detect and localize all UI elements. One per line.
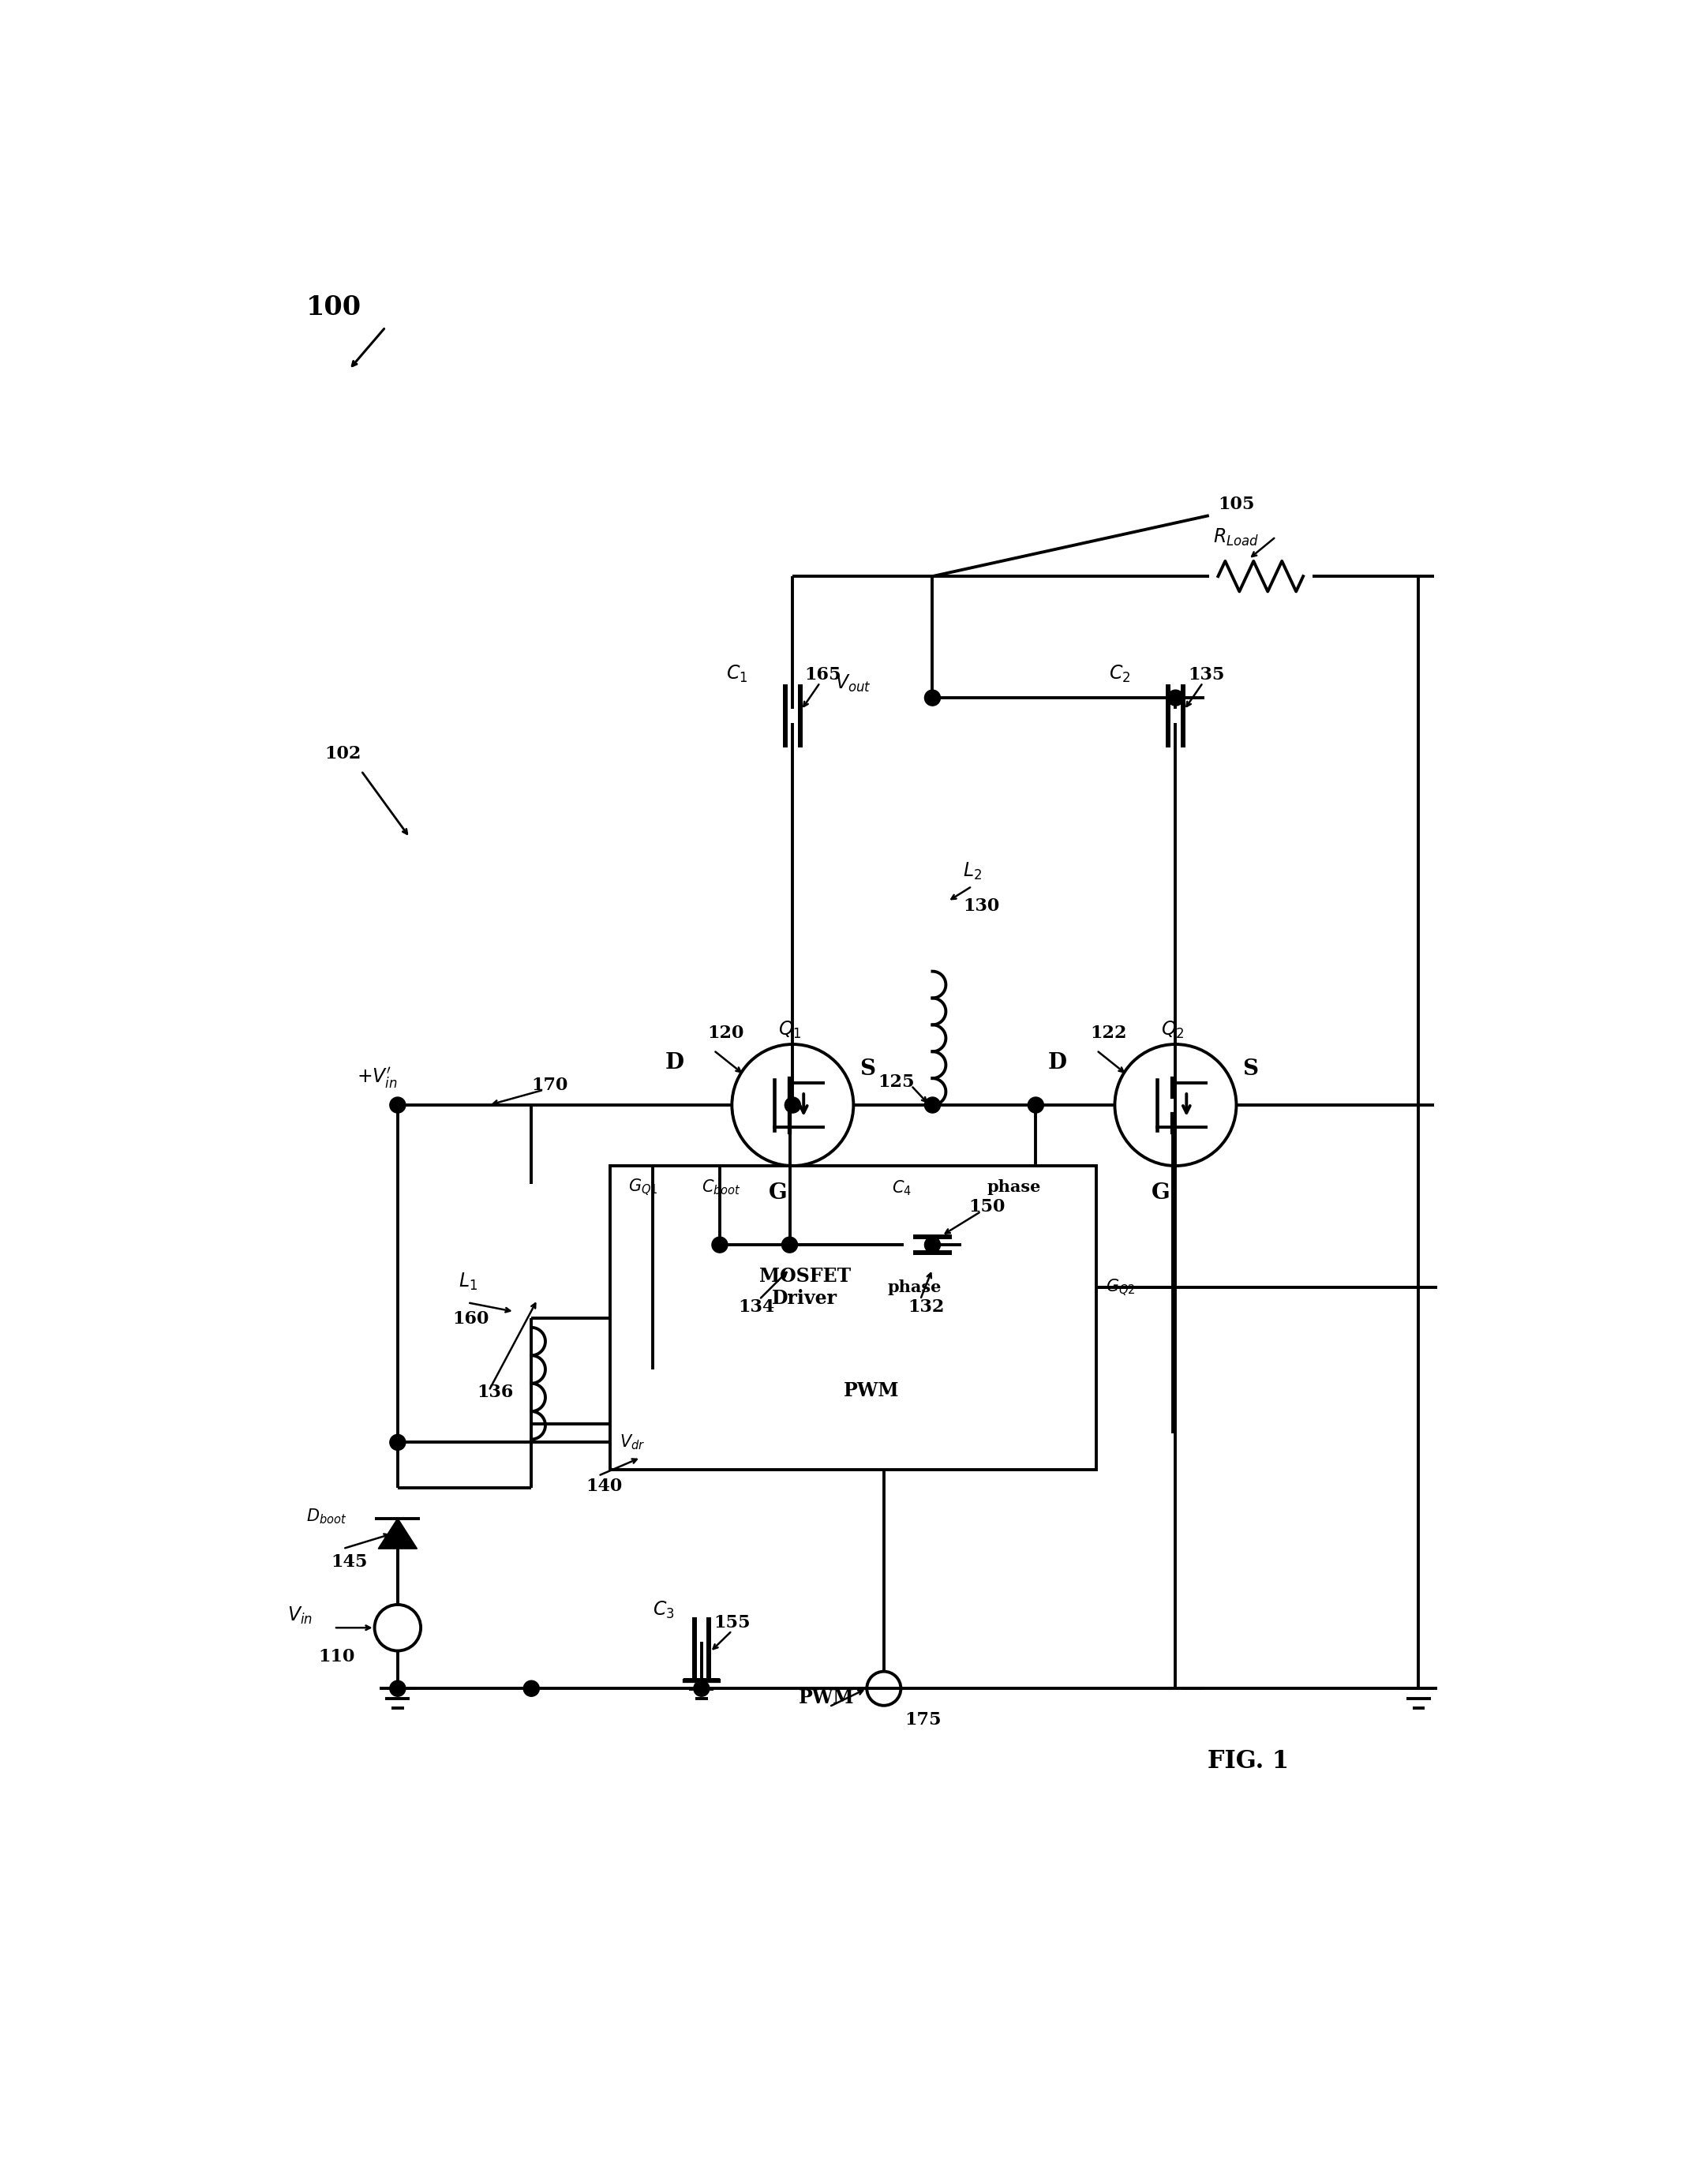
Text: 140: 140 xyxy=(586,1479,623,1494)
Circle shape xyxy=(390,1682,405,1697)
Text: 150: 150 xyxy=(969,1199,1005,1214)
Text: 135: 135 xyxy=(1187,666,1225,684)
Text: $D_{boot}$: $D_{boot}$ xyxy=(306,1507,346,1527)
Text: 110: 110 xyxy=(319,1647,355,1664)
Text: $G_{Q2}$: $G_{Q2}$ xyxy=(1106,1278,1135,1297)
Text: $L_2$: $L_2$ xyxy=(963,860,981,882)
Text: phase: phase xyxy=(887,1280,941,1295)
Text: S: S xyxy=(860,1057,875,1079)
Text: D: D xyxy=(1047,1053,1067,1072)
Bar xyxy=(610,1166,1096,1470)
Text: 145: 145 xyxy=(331,1553,368,1570)
Text: 102: 102 xyxy=(324,745,361,762)
Circle shape xyxy=(524,1682,539,1697)
Text: 134: 134 xyxy=(738,1297,775,1315)
Text: 136: 136 xyxy=(476,1382,513,1400)
Text: $C_{boot}$: $C_{boot}$ xyxy=(701,1177,741,1197)
Text: $V_{dr}$: $V_{dr}$ xyxy=(620,1433,645,1452)
Text: 120: 120 xyxy=(708,1024,745,1042)
Circle shape xyxy=(924,1096,941,1114)
Text: $C_2$: $C_2$ xyxy=(1108,664,1130,684)
Circle shape xyxy=(390,1096,405,1114)
Circle shape xyxy=(694,1682,709,1697)
Circle shape xyxy=(924,690,941,705)
Text: 125: 125 xyxy=(878,1072,914,1090)
Text: $L_1$: $L_1$ xyxy=(458,1271,478,1293)
Text: 175: 175 xyxy=(905,1712,942,1730)
Text: $C_3$: $C_3$ xyxy=(654,1601,674,1621)
Circle shape xyxy=(1029,1096,1044,1114)
Text: $G_{Q1}$: $G_{Q1}$ xyxy=(628,1177,659,1197)
Text: 100: 100 xyxy=(306,295,361,321)
Circle shape xyxy=(390,1435,405,1450)
Text: $C_1$: $C_1$ xyxy=(726,664,748,684)
Circle shape xyxy=(711,1236,728,1254)
Text: $+V_{in}'$: $+V_{in}'$ xyxy=(356,1066,397,1090)
Text: $Q_2$: $Q_2$ xyxy=(1160,1020,1184,1040)
Circle shape xyxy=(782,1236,797,1254)
Text: MOSFET
Driver: MOSFET Driver xyxy=(758,1267,851,1308)
Text: 122: 122 xyxy=(1091,1024,1127,1042)
Text: FIG. 1: FIG. 1 xyxy=(1208,1749,1289,1773)
Text: $C_4$: $C_4$ xyxy=(892,1179,912,1197)
Text: phase: phase xyxy=(986,1179,1040,1195)
Circle shape xyxy=(785,1096,801,1114)
Text: 170: 170 xyxy=(532,1077,568,1094)
Text: G: G xyxy=(768,1184,787,1203)
Text: $V_{out}$: $V_{out}$ xyxy=(836,673,872,695)
Text: $Q_1$: $Q_1$ xyxy=(779,1020,801,1040)
Text: PWM: PWM xyxy=(799,1688,855,1708)
Text: G: G xyxy=(1152,1184,1170,1203)
Text: 105: 105 xyxy=(1218,496,1255,513)
Text: 160: 160 xyxy=(453,1310,488,1328)
Text: 132: 132 xyxy=(909,1297,944,1315)
Text: $V_{in}$: $V_{in}$ xyxy=(287,1605,312,1625)
Polygon shape xyxy=(378,1518,417,1548)
Text: D: D xyxy=(665,1053,684,1072)
Text: 155: 155 xyxy=(714,1614,750,1631)
Text: S: S xyxy=(1243,1057,1258,1079)
Text: 165: 165 xyxy=(806,666,841,684)
Text: 130: 130 xyxy=(963,898,1000,915)
Text: $R_{Load}$: $R_{Load}$ xyxy=(1213,526,1260,548)
Circle shape xyxy=(1167,690,1184,705)
Circle shape xyxy=(924,1236,941,1254)
Text: PWM: PWM xyxy=(844,1380,900,1400)
